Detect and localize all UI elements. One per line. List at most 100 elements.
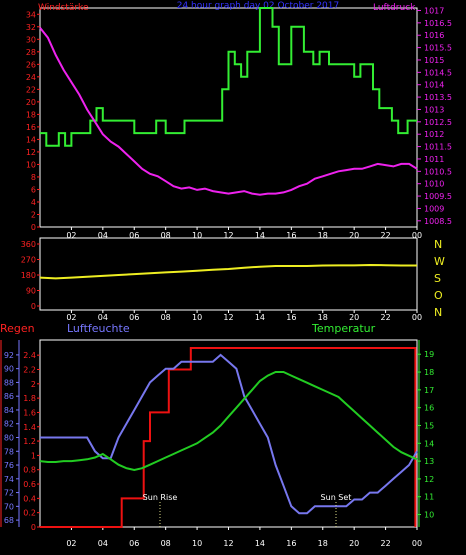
right-label: Luftdruck xyxy=(373,3,416,13)
x-tick-label: 00 xyxy=(412,539,422,548)
wind-y-tick-label: 18 xyxy=(26,110,36,119)
temperature-y-tick-label: 17 xyxy=(424,386,434,395)
direction-y-tick-label: 360 xyxy=(21,240,36,249)
rain-y-tick-label: 1.8 xyxy=(23,394,36,403)
direction-y-tick-label: 90 xyxy=(26,287,36,296)
pressure-y-tick-label: 1011 xyxy=(424,155,444,164)
x-tick-label: 16 xyxy=(286,313,296,322)
wind-y-tick-label: 34 xyxy=(26,10,36,19)
pressure-y-tick-label: 1013 xyxy=(424,105,444,114)
rain-y-tick-label: 1.2 xyxy=(23,437,36,446)
x-tick-label: 12 xyxy=(223,313,233,322)
wind-y-tick-label: 12 xyxy=(26,148,36,157)
wind-y-tick-label: 28 xyxy=(26,48,36,57)
wind-y-tick-label: 30 xyxy=(26,35,36,44)
temperature-y-tick-label: 11 xyxy=(424,493,434,502)
pressure-y-tick-label: 1009 xyxy=(424,204,444,213)
x-tick-label: 00 xyxy=(412,313,422,322)
pressure-y-tick-label: 1015 xyxy=(424,56,444,65)
x-tick-label: 18 xyxy=(318,313,328,322)
x-tick-label: 14 xyxy=(255,313,265,322)
pressure-y-tick-label: 1008.5 xyxy=(424,217,452,226)
x-tick-label: 18 xyxy=(318,231,328,240)
direction-y-tick-label: 0 xyxy=(31,302,36,311)
x-tick-label: 12 xyxy=(223,539,233,548)
pressure-y-tick-label: 1016 xyxy=(424,31,444,40)
temperature-y-tick-label: 13 xyxy=(424,457,434,466)
temperature-y-tick-label: 15 xyxy=(424,421,434,430)
pressure-y-tick-label: 1011.5 xyxy=(424,143,452,152)
x-tick-label: 22 xyxy=(380,231,390,240)
x-tick-label: 14 xyxy=(255,539,265,548)
x-tick-label: 04 xyxy=(98,539,108,548)
temperature-y-tick-label: 14 xyxy=(424,439,434,448)
air-pressure-line xyxy=(39,27,418,196)
rain-y-tick-label: 1 xyxy=(31,451,36,460)
x-tick-label: 16 xyxy=(286,539,296,548)
humidity-label: Luftfeuchte xyxy=(67,322,130,335)
humidity-y-tick-label: 86 xyxy=(4,392,14,401)
humidity-y-tick-label: 90 xyxy=(4,365,14,374)
x-tick-label: 14 xyxy=(255,231,265,240)
wind-y-tick-label: 14 xyxy=(26,135,36,144)
humidity-y-tick-label: 74 xyxy=(4,475,14,484)
x-tick-label: 08 xyxy=(161,231,171,240)
pressure-y-tick-label: 1010.5 xyxy=(424,167,452,176)
x-tick-label: 06 xyxy=(129,539,139,548)
sunset-label: Sun Set xyxy=(321,493,352,502)
x-tick-label: 02 xyxy=(66,313,76,322)
humidity-y-tick-label: 68 xyxy=(4,516,14,525)
wind-y-tick-label: 2 xyxy=(31,210,36,219)
humidity-y-tick-label: 70 xyxy=(4,502,14,511)
temperature-label: Temperatur xyxy=(311,322,376,335)
temperature-y-tick-label: 16 xyxy=(424,404,434,413)
pressure-y-tick-label: 1009.5 xyxy=(424,192,452,201)
x-tick-label: 06 xyxy=(129,231,139,240)
compass-label: S xyxy=(434,272,441,285)
rain-y-tick-label: 1.6 xyxy=(23,408,36,417)
x-tick-label: 08 xyxy=(161,313,171,322)
temperature-y-tick-label: 18 xyxy=(424,368,434,377)
x-tick-label: 06 xyxy=(129,313,139,322)
rain-y-tick-label: 2.4 xyxy=(23,351,36,360)
rain-y-tick-label: 0 xyxy=(31,523,36,532)
pressure-y-tick-label: 1017 xyxy=(424,6,444,15)
compass-label: N xyxy=(434,238,442,251)
pressure-y-tick-label: 1015.5 xyxy=(424,44,452,53)
left-label: Windstärke xyxy=(38,3,89,13)
humidity-line xyxy=(40,353,418,515)
x-tick-label: 10 xyxy=(192,313,202,322)
rain-y-tick-label: 1.4 xyxy=(23,423,36,432)
wind-y-tick-label: 0 xyxy=(31,223,36,232)
x-tick-label: 00 xyxy=(412,231,422,240)
wind-y-tick-label: 32 xyxy=(26,23,36,32)
x-tick-label: 20 xyxy=(349,313,359,322)
humidity-y-tick-label: 88 xyxy=(4,378,14,387)
humidity-y-tick-label: 72 xyxy=(4,489,14,498)
x-tick-label: 04 xyxy=(98,313,108,322)
rain-y-tick-label: 0.6 xyxy=(23,480,36,489)
compass-label: O xyxy=(434,289,443,302)
rain-y-tick-label: 0.8 xyxy=(23,466,36,475)
x-tick-label: 08 xyxy=(161,539,171,548)
x-tick-label: 22 xyxy=(380,313,390,322)
wind-y-tick-label: 4 xyxy=(31,198,36,207)
rain-line xyxy=(40,347,417,528)
humidity-y-tick-label: 80 xyxy=(4,434,14,443)
rain-y-tick-label: 2.2 xyxy=(23,365,36,374)
compass-label: N xyxy=(434,306,442,319)
wind-y-tick-label: 16 xyxy=(26,123,36,132)
wind-y-tick-label: 24 xyxy=(26,73,36,82)
panel-wind-pressure: 24 hour graph day 02 October 2017 Windst… xyxy=(26,1,452,240)
humidity-y-tick-label: 78 xyxy=(4,447,14,456)
x-tick-label: 10 xyxy=(192,231,202,240)
wind-direction-line xyxy=(39,263,417,280)
x-tick-label: 10 xyxy=(192,539,202,548)
rain-label: Regen xyxy=(0,322,35,335)
temperature-line xyxy=(39,371,418,472)
humidity-y-tick-label: 92 xyxy=(4,351,14,360)
title-text: 24 hour graph day 02 October 2017 xyxy=(177,1,340,11)
pressure-y-tick-label: 1013.5 xyxy=(424,93,452,102)
pressure-y-tick-label: 1016.5 xyxy=(424,19,452,28)
